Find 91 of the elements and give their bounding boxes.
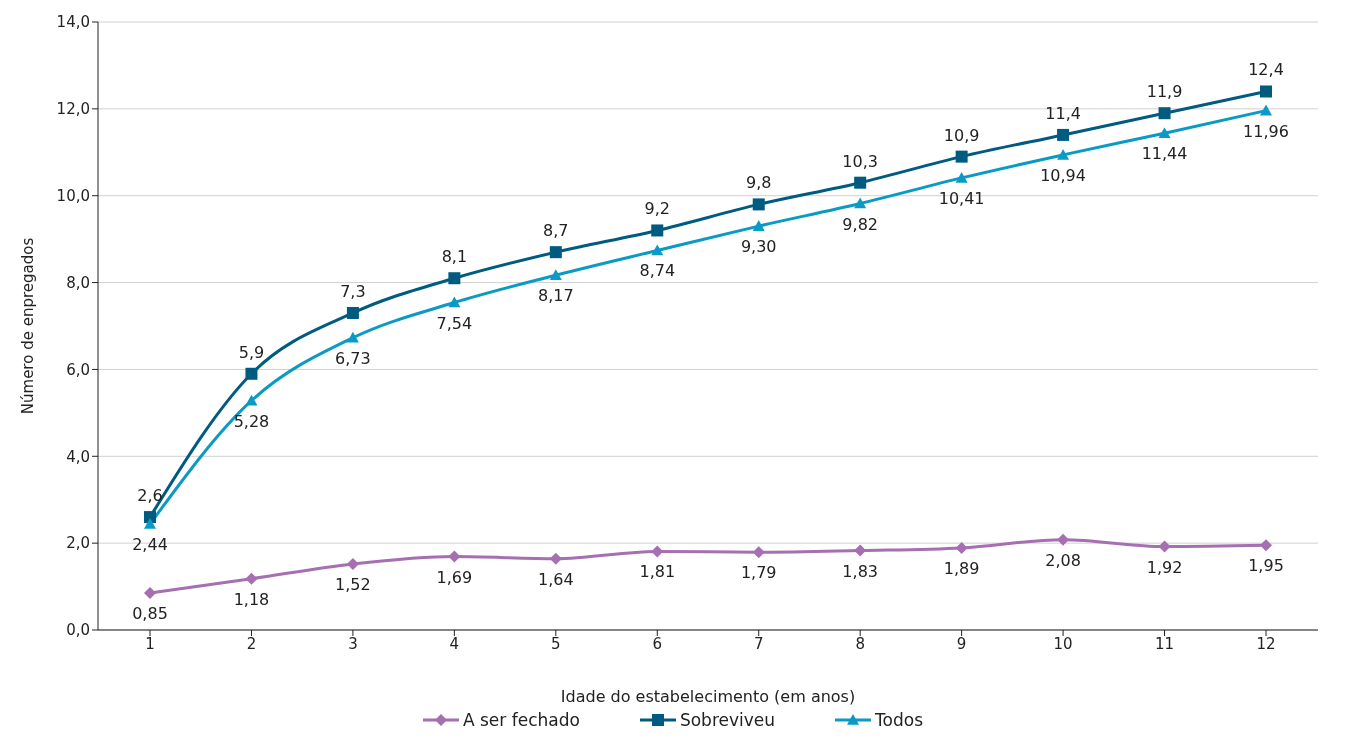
- point: [752, 198, 765, 211]
- point: [1260, 85, 1272, 98]
- data-label: 11,44: [1141, 144, 1188, 164]
- legend-label: Sobreviveu: [678, 710, 776, 730]
- data-label: 0,85: [132, 604, 168, 624]
- point: [346, 557, 359, 570]
- point: [245, 572, 258, 585]
- point: [1260, 104, 1272, 116]
- point: [1158, 107, 1171, 120]
- point: [752, 220, 765, 231]
- point: [346, 331, 359, 343]
- data-label: 9,8: [746, 173, 772, 193]
- x-tick-label: 8: [855, 634, 865, 653]
- point: [651, 244, 664, 256]
- data-label: 10,3: [842, 151, 878, 171]
- point: [1260, 539, 1272, 552]
- data-label: 9,30: [740, 237, 777, 257]
- data-label: 2,6: [137, 486, 163, 506]
- x-axis-title: Idade do estabelecimento (em anos): [560, 687, 856, 706]
- point: [549, 269, 562, 280]
- data-label: 9,82: [842, 214, 878, 234]
- x-tick-label: 5: [551, 634, 561, 653]
- point: [245, 367, 258, 380]
- x-tick-label: 4: [449, 634, 460, 653]
- point: [448, 296, 461, 308]
- data-label: 8,7: [543, 221, 569, 241]
- y-tick-label: 12,0: [56, 100, 90, 119]
- point: [955, 541, 968, 554]
- x-tick-label: 6: [652, 634, 663, 653]
- point: [854, 197, 867, 209]
- data-label: 8,1: [441, 247, 468, 267]
- point: [1158, 127, 1171, 138]
- legend-label: A ser fechado: [462, 710, 580, 730]
- data-label: 8,74: [639, 261, 676, 281]
- y-tick-label: 2,0: [66, 534, 90, 553]
- data-label: 11,96: [1243, 121, 1289, 141]
- x-tick-label: 10: [1053, 634, 1073, 653]
- point: [144, 511, 156, 524]
- data-label: 1,81: [639, 562, 676, 582]
- point: [448, 272, 461, 285]
- data-label: 11,9: [1146, 82, 1183, 102]
- data-label: 10,9: [943, 125, 980, 145]
- data-label: 2,08: [1045, 550, 1081, 570]
- data-label: 8,17: [538, 286, 574, 306]
- x-tick-label: 12: [1256, 634, 1276, 653]
- x-tick-label: 1: [145, 634, 155, 653]
- data-label: 9,2: [644, 199, 670, 219]
- point: [245, 394, 258, 406]
- data-label: 5,28: [233, 411, 270, 431]
- point: [1057, 148, 1070, 160]
- y-tick-label: 6,0: [66, 360, 90, 379]
- data-label: 1,89: [943, 558, 980, 578]
- point: [752, 546, 765, 559]
- y-tick-label: 14,0: [56, 13, 90, 32]
- data-label: 2,44: [132, 535, 168, 555]
- point: [955, 150, 968, 163]
- point: [549, 246, 562, 259]
- data-label: 1,64: [538, 569, 574, 589]
- data-label: 1,92: [1146, 557, 1183, 577]
- x-tick-label: 7: [753, 634, 764, 653]
- data-label: 5,9: [238, 342, 265, 362]
- point: [1057, 128, 1070, 141]
- data-label: 1,52: [335, 574, 371, 594]
- x-tick-label: 2: [246, 634, 257, 653]
- data-label: 7,3: [340, 281, 366, 301]
- y-tick-label: 4,0: [66, 447, 90, 466]
- data-label: 11,4: [1045, 103, 1081, 123]
- point: [346, 306, 359, 319]
- data-label: 6,73: [335, 348, 371, 368]
- data-label: 10,41: [938, 188, 985, 208]
- data-label: 1,83: [842, 561, 878, 581]
- data-label: 1,95: [1248, 556, 1284, 576]
- point: [955, 171, 968, 183]
- y-axis-title: Número de enpregados: [19, 237, 38, 415]
- data-label: 1,69: [436, 567, 473, 587]
- data-label: 1,79: [740, 563, 777, 583]
- point: [651, 224, 664, 237]
- data-label: 10,94: [1040, 165, 1086, 185]
- y-tick-label: 10,0: [56, 187, 90, 206]
- point: [854, 176, 867, 189]
- y-tick-label: 0,0: [66, 621, 90, 640]
- point: [144, 518, 156, 529]
- x-tick-label: 9: [956, 634, 967, 653]
- data-label: 7,54: [436, 313, 473, 333]
- legend-label: Todos: [874, 710, 923, 730]
- point: [144, 587, 156, 600]
- x-tick-label: 11: [1155, 634, 1175, 653]
- data-label: 1,18: [233, 589, 270, 609]
- data-label: 12,4: [1248, 60, 1284, 80]
- y-tick-label: 8,0: [66, 273, 90, 292]
- x-tick-label: 3: [348, 634, 358, 653]
